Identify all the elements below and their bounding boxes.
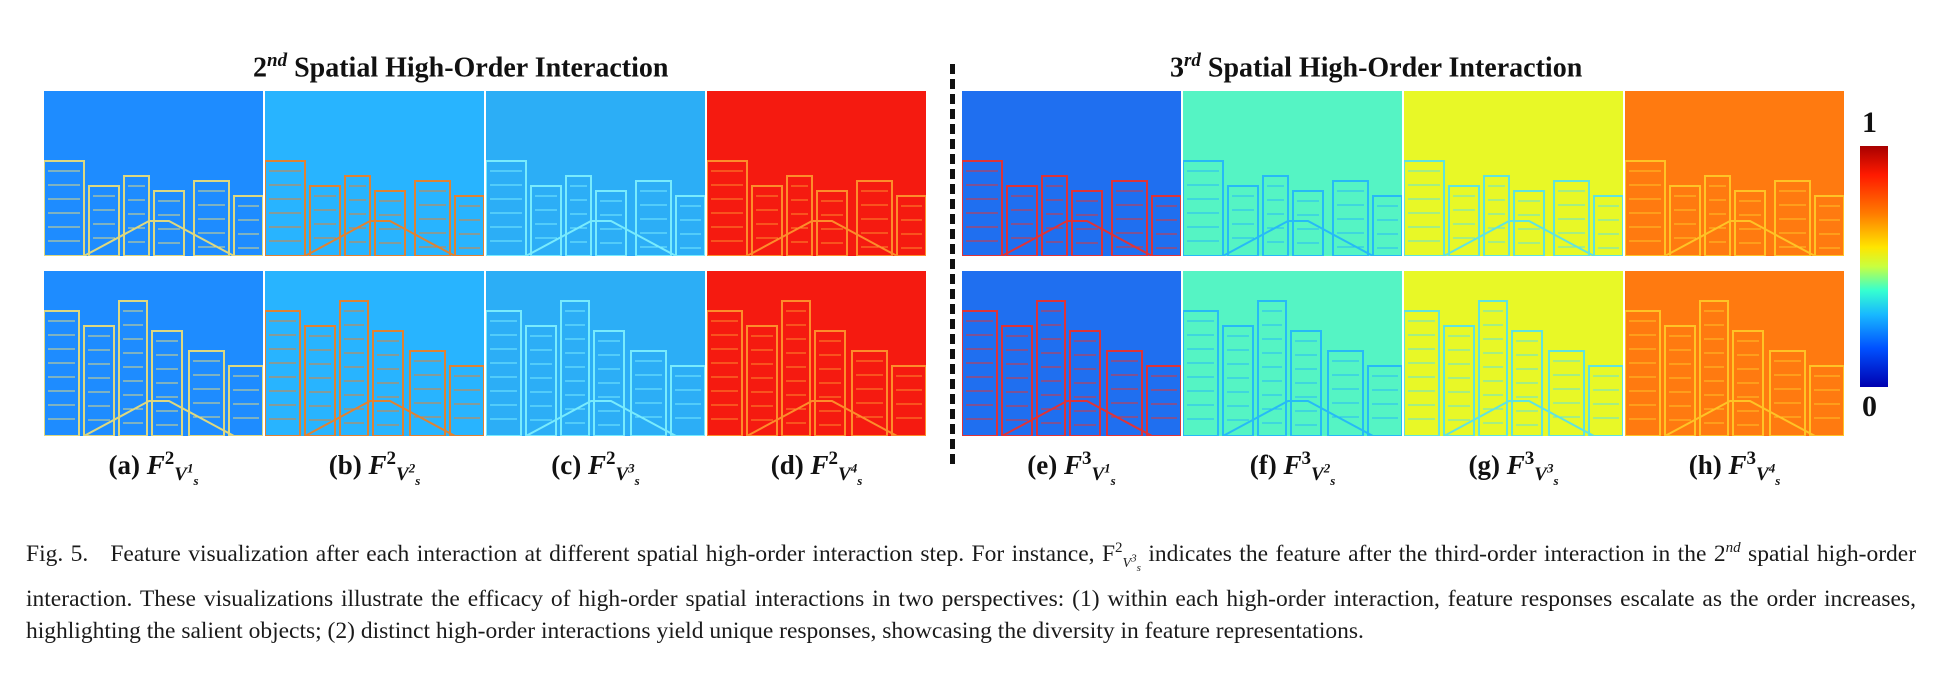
heatmap-image [707,91,926,256]
panel-symbol: F [1063,450,1082,480]
heatmap-image [1183,271,1402,436]
heatmap-image [962,271,1181,436]
panel-label: (h) [1688,450,1729,480]
panel-caption-b: (b) F2V2s [265,448,484,489]
heatmap-panel-a-row1 [44,91,263,256]
panel-symbol: F [587,450,606,480]
heatmap-panel-h-row2 [1625,271,1844,436]
heatmap-panel-d-row2 [707,271,926,436]
caption-sub: V [1122,555,1132,571]
left-section-title: 2nd Spatial High-Order Interaction [253,50,669,84]
heatmap-panel-f-row2 [1183,271,1402,436]
panel-order: 3 [1081,448,1092,469]
heatmap-panel-e-row1 [962,91,1181,256]
colorbar [1860,146,1888,387]
panel-caption-a: (a) F2V1s [44,448,263,489]
heatmap-panel-g-row1 [1404,91,1623,256]
panel-order: 2 [828,448,839,469]
panel-order: 3 [1524,448,1535,469]
heatmap-panel-g-row2 [1404,271,1623,436]
caption-part-2: indicates the feature after the third-or… [1148,540,1726,567]
heatmap-panel-b-row2 [265,271,484,436]
panel-subscript: V2s [1311,461,1336,489]
panel-subscript: V1s [1091,461,1116,489]
panel-caption-g: (g) F3V3s [1404,448,1623,489]
panel-symbol: F [1283,450,1302,480]
panel-symbol: F [1728,450,1747,480]
heatmap-image [486,271,705,436]
caption-part-3: spatial high-order interaction. These vi… [26,540,1917,645]
panel-caption-c: (c) F2V3s [486,448,705,489]
panel-caption-d: (d) F2V4s [707,448,926,489]
panel-symbol: F [146,450,165,480]
heatmap-panel-h-row1 [1625,91,1844,256]
panel-label: (d) [770,450,811,480]
right-section-title: 3rd Spatial High-Order Interaction [1170,50,1583,84]
section-divider [950,64,955,464]
panel-caption-f: (f) F3V2s [1183,448,1402,489]
heatmap-image [1404,91,1623,256]
heatmap-image [1625,91,1844,256]
panel-label: (c) [551,450,588,480]
caption-part-1: Feature visualization after each interac… [110,540,1116,567]
panel-symbol: F [810,450,829,480]
heatmap-panel-c-row1 [486,91,705,256]
panel-order: 3 [1746,448,1757,469]
heatmap-image [962,91,1181,256]
heatmap-image [707,271,926,436]
heatmap-image [265,271,484,436]
figure-number: Fig. 5. [26,540,89,567]
heatmap-image [44,91,263,256]
panel-subscript: V4s [1756,461,1781,489]
panel-subscript: V4s [838,461,863,489]
panel-subscript: V1s [174,461,199,489]
panel-label: (a) [108,450,147,480]
heatmap-panel-a-row2 [44,271,263,436]
heatmap-panel-e-row2 [962,271,1181,436]
panel-order: 2 [386,448,397,469]
figure-caption: Fig. 5. Feature visualization after each … [26,532,1916,647]
heatmap-image [44,271,263,436]
panel-symbol: F [368,450,387,480]
heatmap-panel-b-row1 [265,91,484,256]
panel-order: 2 [164,448,175,469]
heatmap-panel-d-row1 [707,91,926,256]
colorbar-min-label: 0 [1862,390,1877,423]
heatmap-image [486,91,705,256]
caption-part-2-sup: nd [1725,540,1741,556]
panel-label: (g) [1468,450,1507,480]
panel-label: (f) [1249,450,1284,480]
panel-caption-h: (h) F3V4s [1625,448,1844,489]
heatmap-image [1404,271,1623,436]
panel-subscript: V2s [396,461,421,489]
panel-subscript: V3s [1534,461,1559,489]
heatmap-image [265,91,484,256]
panel-label: (b) [328,450,369,480]
panel-symbol: F [1506,450,1525,480]
heatmap-image [1625,271,1844,436]
heatmap-panel-c-row2 [486,271,705,436]
colorbar-max-label: 1 [1862,106,1877,139]
panel-order: 3 [1301,448,1312,469]
panel-order: 2 [605,448,616,469]
panel-subscript: V3s [615,461,640,489]
caption-sup: 2 [1115,540,1123,556]
caption-sub-s: s [1136,561,1141,574]
panel-caption-e: (e) F3V1s [962,448,1181,489]
heatmap-panel-f-row1 [1183,91,1402,256]
caption-sub-sup: 3 [1131,551,1137,564]
panel-label: (e) [1027,450,1064,480]
heatmap-image [1183,91,1402,256]
